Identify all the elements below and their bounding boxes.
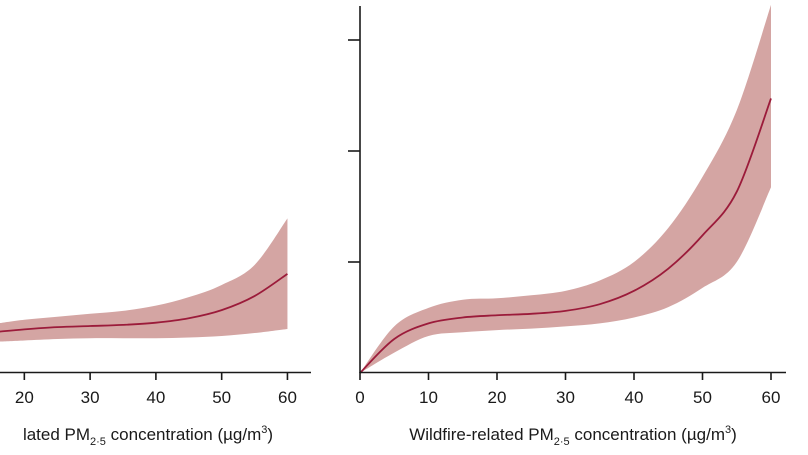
right-x-ticks: 0 10 20 30 40 50 60 — [355, 372, 780, 407]
right-y-ticks — [348, 39, 360, 263]
left-confidence-band — [0, 218, 288, 342]
left-x-tick-label: 40 — [146, 388, 165, 407]
left-x-tick-label: 20 — [15, 388, 34, 407]
left-x-tick-label: 50 — [212, 388, 231, 407]
right-x-axis-title: Wildfire-related PM2·5 concentration (µg… — [409, 424, 737, 448]
right-chart-panel: 0 10 20 30 40 50 60 Wildfire-related PM2·5 con… — [348, 4, 786, 448]
right-x-tick-label: 40 — [625, 388, 644, 407]
left-x-tick-label: 30 — [81, 388, 100, 407]
left-estimate-line — [0, 273, 288, 333]
right-x-tick-label: 30 — [556, 388, 575, 407]
right-x-tick-label: 50 — [693, 388, 712, 407]
left-x-axis-title: lated PM2·5 concentration (µg/m3) — [23, 424, 273, 448]
right-x-tick-label: 20 — [488, 388, 507, 407]
left-chart-panel: 20 30 40 50 60 lated PM2·5 concentration (µg… — [0, 218, 311, 448]
right-x-tick-label: 10 — [419, 388, 438, 407]
right-x-tick-label: 0 — [355, 388, 364, 407]
left-x-tick-label: 60 — [278, 388, 297, 407]
right-confidence-band — [360, 4, 771, 373]
left-x-ticks: 20 30 40 50 60 — [15, 372, 297, 407]
right-x-tick-label: 60 — [762, 388, 781, 407]
right-estimate-line — [359, 98, 772, 374]
